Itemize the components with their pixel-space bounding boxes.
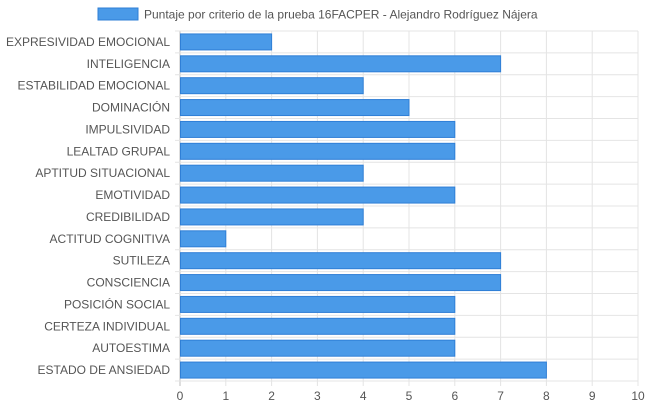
x-tick-label: 8 xyxy=(543,389,550,403)
bar[interactable] xyxy=(180,208,364,226)
category-label: CONSCIENCIA xyxy=(87,276,170,290)
bar[interactable] xyxy=(180,55,502,73)
x-tick-label: 2 xyxy=(268,389,275,403)
bar[interactable] xyxy=(180,186,456,204)
x-tick-labels: 0 1 2 3 4 5 6 7 8 9 10 xyxy=(177,389,645,403)
category-label: LEALTAD GRUPAL xyxy=(67,144,171,158)
x-tick-label: 9 xyxy=(589,389,596,403)
bar[interactable] xyxy=(180,317,456,335)
category-label: ESTADO DE ANSIEDAD xyxy=(38,363,171,377)
bar[interactable] xyxy=(180,33,273,51)
category-label: POSICIÓN SOCIAL xyxy=(64,296,170,311)
category-label: EXPRESIVIDAD EMOCIONAL xyxy=(6,35,170,49)
chart-legend[interactable]: Puntaje por criterio de la prueba 16FACP… xyxy=(97,7,538,22)
x-tick-label: 7 xyxy=(497,389,504,403)
x-tick-label: 6 xyxy=(451,389,458,403)
category-label: ESTABILIDAD EMOCIONAL xyxy=(18,79,171,93)
category-label: AUTOESTIMA xyxy=(92,341,170,355)
bar[interactable] xyxy=(180,99,410,117)
bar[interactable] xyxy=(180,77,364,95)
x-tick-label: 5 xyxy=(406,389,413,403)
bar[interactable] xyxy=(180,361,547,379)
bar[interactable] xyxy=(180,339,456,357)
x-tick-label: 0 xyxy=(177,389,184,403)
category-label: CERTEZA INDIVIDUAL xyxy=(44,319,170,333)
x-tick-label: 3 xyxy=(314,389,321,403)
x-tick-label: 4 xyxy=(360,389,367,403)
category-label: APTITUD SITUACIONAL xyxy=(35,166,170,180)
bar[interactable] xyxy=(180,295,456,313)
category-label: INTELIGENCIA xyxy=(87,57,170,71)
x-tick-label: 10 xyxy=(631,389,645,403)
bar[interactable] xyxy=(180,164,364,182)
category-label: IMPULSIVIDAD xyxy=(85,122,170,136)
bar[interactable] xyxy=(180,230,227,248)
category-label: SUTILEZA xyxy=(113,254,170,268)
legend-label: Puntaje por criterio de la prueba 16FACP… xyxy=(144,8,538,22)
category-label: CREDIBILIDAD xyxy=(86,210,170,224)
bar[interactable] xyxy=(180,120,456,138)
bar[interactable] xyxy=(180,252,502,270)
category-label: DOMINACIÓN xyxy=(92,100,170,115)
x-tick-label: 1 xyxy=(222,389,229,403)
bar[interactable] xyxy=(180,142,456,160)
category-label: ACTITUD COGNITIVA xyxy=(50,232,170,246)
bars xyxy=(180,33,547,379)
category-labels: EXPRESIVIDAD EMOCIONAL INTELIGENCIA ESTABI… xyxy=(6,35,170,377)
bar[interactable] xyxy=(180,274,502,292)
category-label: EMOTIVIDAD xyxy=(95,188,170,202)
legend-swatch xyxy=(97,7,139,21)
gridlines xyxy=(175,30,639,386)
